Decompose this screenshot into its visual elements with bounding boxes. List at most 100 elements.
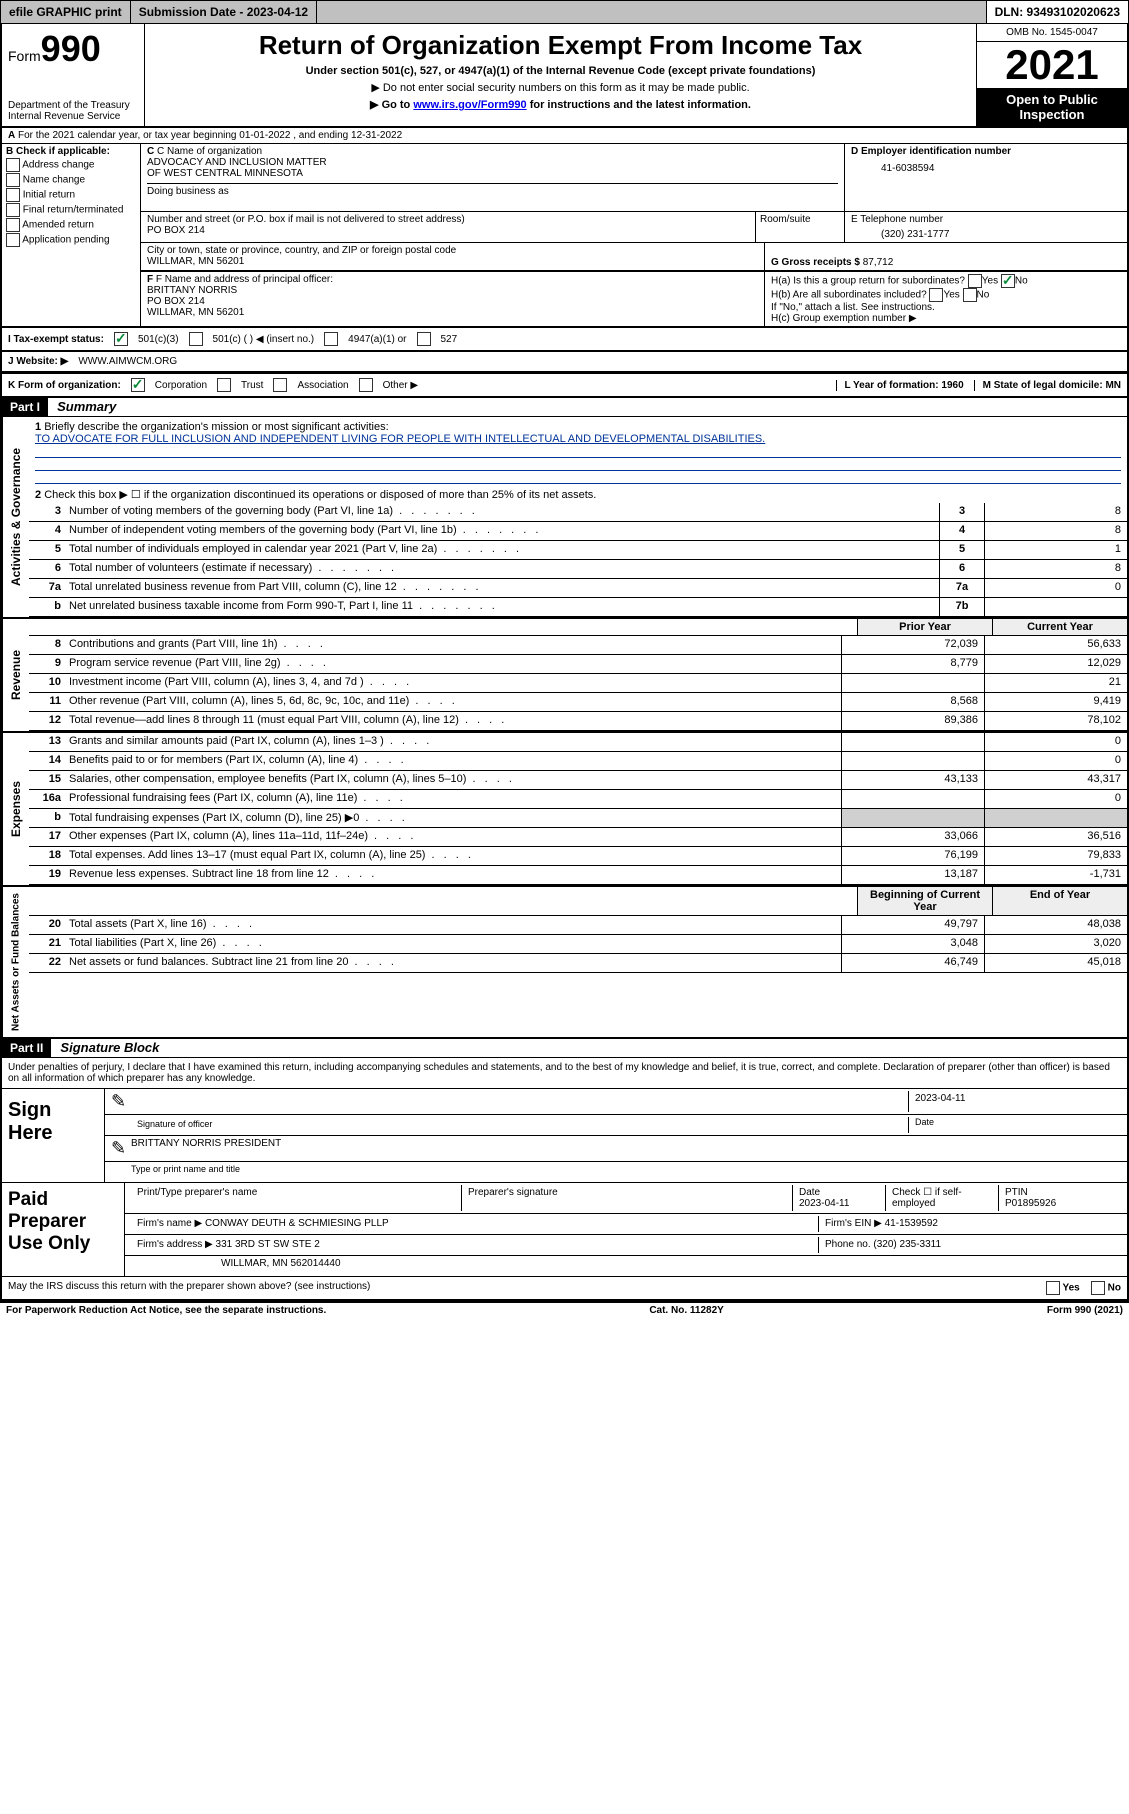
- date-label: Date: [909, 1117, 1121, 1133]
- q2-label: Check this box ▶ ☐ if the organization d…: [44, 489, 596, 501]
- e-label: E Telephone number: [851, 214, 1121, 225]
- i-4947-checkbox[interactable]: [324, 332, 338, 346]
- hb-no-checkbox[interactable]: [963, 288, 977, 302]
- i-label: I Tax-exempt status:: [8, 334, 104, 345]
- column-b: B Check if applicable: Address change Na…: [2, 144, 141, 326]
- may-discuss-row: May the IRS discuss this return with the…: [2, 1277, 1127, 1301]
- city-cell: City or town, state or province, country…: [141, 243, 765, 270]
- netassets-block: Net Assets or Fund Balances Beginning of…: [2, 887, 1127, 1039]
- efile-print-button[interactable]: efile GRAPHIC print: [1, 1, 131, 23]
- footer-right: Form 990 (2021): [1047, 1305, 1123, 1316]
- b-option: Application pending: [6, 233, 136, 247]
- blank-line: [35, 445, 1121, 458]
- officer-addr: PO BOX 214: [147, 296, 758, 307]
- addr-label: Number and street (or P.O. box if mail i…: [147, 214, 749, 225]
- top-bar: efile GRAPHIC print Submission Date - 20…: [0, 0, 1129, 24]
- i-501c-checkbox[interactable]: [189, 332, 203, 346]
- firm-addr-lbl: Firm's address ▶: [137, 1239, 213, 1250]
- irs-label: Internal Revenue Service: [8, 111, 138, 122]
- form-note2: ▶ Go to www.irs.gov/Form990 for instruct…: [155, 98, 966, 111]
- firm-name-lbl: Firm's name ▶: [137, 1218, 202, 1229]
- part2-header-row: Part II Signature Block: [2, 1039, 1127, 1058]
- table-row: 3Number of voting members of the governi…: [29, 503, 1127, 522]
- b-checkbox[interactable]: [6, 158, 20, 172]
- table-row: 9Program service revenue (Part VIII, lin…: [29, 655, 1127, 674]
- firm-phone-val: (320) 235-3311: [873, 1239, 941, 1250]
- ha-no-checkbox[interactable]: [1001, 274, 1015, 288]
- g-cell: G Gross receipts $ 87,712: [765, 243, 1127, 270]
- sign-here-label: Sign Here: [2, 1089, 105, 1182]
- revenue-block: Revenue Prior Year Current Year 8Contrib…: [2, 619, 1127, 733]
- may-yes-checkbox[interactable]: [1046, 1281, 1060, 1295]
- q1-label: Briefly describe the organization's miss…: [44, 421, 388, 433]
- b-option: Name change: [6, 173, 136, 187]
- h-note: If "No," attach a list. See instructions…: [771, 302, 1121, 313]
- form-subtitle: Under section 501(c), 527, or 4947(a)(1)…: [155, 65, 966, 77]
- declaration-text: Under penalties of perjury, I declare th…: [2, 1058, 1127, 1089]
- b-checkbox[interactable]: [6, 218, 20, 232]
- column-cde: C C Name of organization ADVOCACY AND IN…: [141, 144, 1127, 326]
- paid-preparer-label: Paid Preparer Use Only: [2, 1183, 125, 1276]
- side-revenue: Revenue: [2, 619, 29, 731]
- h-cell: H(a) Is this a group return for subordin…: [765, 272, 1127, 326]
- d-label: D Employer identification number: [851, 146, 1121, 157]
- dept-treasury: Department of the Treasury: [8, 100, 138, 111]
- form-number: 990: [41, 28, 101, 69]
- col-end: End of Year: [992, 887, 1127, 915]
- blank-line: [35, 458, 1121, 471]
- blank-line: [35, 471, 1121, 484]
- table-row: 17Other expenses (Part IX, column (A), l…: [29, 828, 1127, 847]
- k-assoc-checkbox[interactable]: [273, 378, 287, 392]
- i-501c3-checkbox[interactable]: [114, 332, 128, 346]
- side-expenses: Expenses: [2, 733, 29, 885]
- g-label: G Gross receipts $: [771, 257, 860, 268]
- hb-yes-checkbox[interactable]: [929, 288, 943, 302]
- part1-title: Summary: [51, 399, 116, 414]
- k-trust-checkbox[interactable]: [217, 378, 231, 392]
- addr-cell: Number and street (or P.O. box if mail i…: [141, 212, 756, 242]
- ptin-val: P01895926: [1005, 1198, 1056, 1209]
- e-cell: E Telephone number (320) 231-1777: [845, 212, 1127, 242]
- table-row: 8Contributions and grants (Part VIII, li…: [29, 636, 1127, 655]
- sign-here-section: Sign Here ✎ 2023-04-11 Signature of offi…: [2, 1089, 1127, 1183]
- header-left: Form990 Department of the Treasury Inter…: [2, 24, 145, 126]
- officer-city: WILLMAR, MN 56201: [147, 307, 758, 318]
- b-option: Address change: [6, 158, 136, 172]
- table-row: 10Investment income (Part VIII, column (…: [29, 674, 1127, 693]
- may-no-checkbox[interactable]: [1091, 1281, 1105, 1295]
- j-label: J Website: ▶: [8, 356, 68, 367]
- may-discuss-text: May the IRS discuss this return with the…: [8, 1281, 370, 1295]
- d-cell: D Employer identification number 41-6038…: [845, 144, 1127, 211]
- firm-addr-val: 331 3RD ST SW STE 2: [216, 1239, 320, 1250]
- preparer-sig-hdr: Preparer's signature: [462, 1185, 793, 1211]
- omb-number: OMB No. 1545-0047: [977, 24, 1127, 42]
- ha-yes-checkbox[interactable]: [968, 274, 982, 288]
- irs-link[interactable]: www.irs.gov/Form990: [413, 99, 526, 111]
- b-checkbox[interactable]: [6, 233, 20, 247]
- hdr-spacer: [29, 619, 857, 635]
- pen-icon: ✎: [111, 1091, 131, 1112]
- city-label: City or town, state or province, country…: [147, 245, 758, 256]
- c-name-cell: C C Name of organization ADVOCACY AND IN…: [141, 144, 845, 211]
- k-other-checkbox[interactable]: [359, 378, 373, 392]
- org-name-2: OF WEST CENTRAL MINNESOTA: [147, 168, 838, 179]
- line-a: A For the 2021 calendar year, or tax yea…: [2, 128, 1127, 144]
- org-name-1: ADVOCACY AND INCLUSION MATTER: [147, 157, 838, 168]
- hb-label: H(b) Are all subordinates included?: [771, 290, 927, 301]
- tax-year: 2021: [977, 42, 1127, 88]
- table-row: bNet unrelated business taxable income f…: [29, 598, 1127, 617]
- k-corp-checkbox[interactable]: [131, 378, 145, 392]
- form-header: Form990 Department of the Treasury Inter…: [2, 24, 1127, 128]
- b-checkbox[interactable]: [6, 173, 20, 187]
- open-public: Open to Public Inspection: [977, 88, 1127, 126]
- firm-ein-val: 41-1539592: [885, 1218, 938, 1229]
- b-checkbox[interactable]: [6, 188, 20, 202]
- line-a-text: For the 2021 calendar year, or tax year …: [18, 130, 402, 141]
- form-container: Form990 Department of the Treasury Inter…: [0, 24, 1129, 1303]
- table-row: 11Other revenue (Part VIII, column (A), …: [29, 693, 1127, 712]
- table-row: bTotal fundraising expenses (Part IX, co…: [29, 809, 1127, 828]
- room-cell: Room/suite: [756, 212, 845, 242]
- i-527-checkbox[interactable]: [417, 332, 431, 346]
- b-checkbox[interactable]: [6, 203, 20, 217]
- footer-mid: Cat. No. 11282Y: [649, 1305, 723, 1316]
